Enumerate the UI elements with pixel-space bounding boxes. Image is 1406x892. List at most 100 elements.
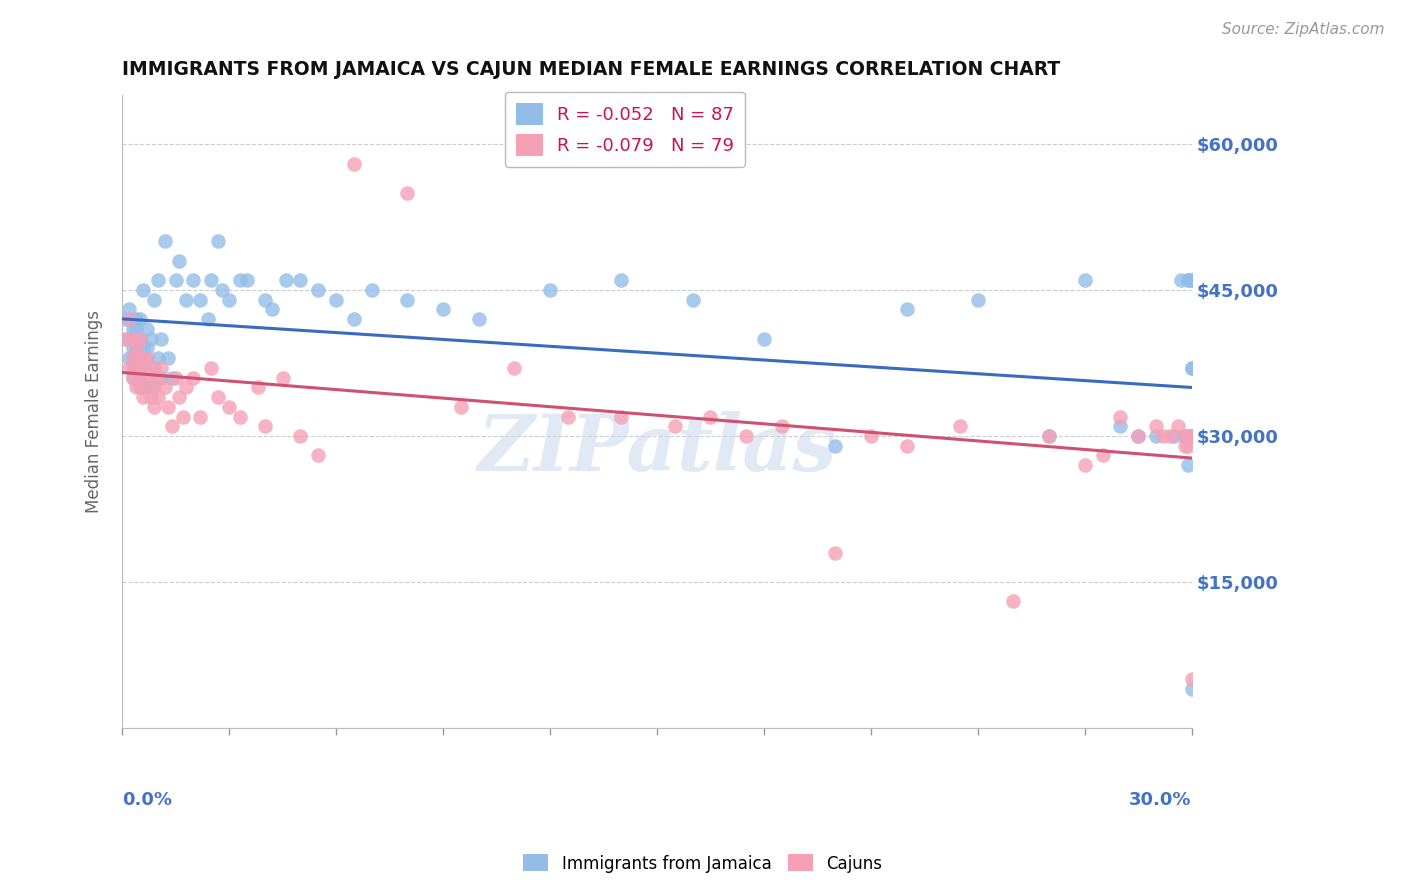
Point bbox=[1181, 429, 1204, 443]
Point bbox=[128, 332, 150, 346]
Point bbox=[128, 380, 150, 394]
Point bbox=[228, 273, 250, 287]
Point bbox=[1170, 273, 1192, 287]
Point bbox=[150, 360, 173, 375]
Point bbox=[260, 302, 283, 317]
Point bbox=[125, 312, 148, 326]
Point bbox=[1128, 429, 1150, 443]
Point bbox=[966, 293, 988, 307]
Point bbox=[160, 370, 183, 384]
Point bbox=[770, 419, 793, 434]
Point bbox=[1174, 429, 1197, 443]
Point bbox=[153, 235, 176, 249]
Point bbox=[1177, 273, 1199, 287]
Point bbox=[228, 409, 250, 424]
Point bbox=[143, 400, 166, 414]
Point bbox=[146, 390, 169, 404]
Point bbox=[1181, 429, 1204, 443]
Point bbox=[360, 283, 382, 297]
Point bbox=[307, 449, 329, 463]
Point bbox=[1177, 429, 1199, 443]
Y-axis label: Median Female Earnings: Median Female Earnings bbox=[86, 310, 103, 513]
Point bbox=[1109, 419, 1132, 434]
Point bbox=[396, 186, 419, 200]
Text: IMMIGRANTS FROM JAMAICA VS CAJUN MEDIAN FEMALE EARNINGS CORRELATION CHART: IMMIGRANTS FROM JAMAICA VS CAJUN MEDIAN … bbox=[122, 60, 1060, 78]
Point bbox=[1181, 681, 1204, 696]
Point bbox=[246, 380, 269, 394]
Point bbox=[467, 312, 489, 326]
Point bbox=[165, 370, 187, 384]
Point bbox=[610, 409, 633, 424]
Point bbox=[121, 360, 143, 375]
Point bbox=[1144, 429, 1167, 443]
Point bbox=[1074, 273, 1097, 287]
Point bbox=[343, 156, 366, 170]
Point bbox=[432, 302, 454, 317]
Point bbox=[128, 312, 150, 326]
Point bbox=[165, 273, 187, 287]
Point bbox=[118, 302, 141, 317]
Point bbox=[190, 409, 212, 424]
Point bbox=[121, 322, 143, 336]
Point bbox=[132, 390, 155, 404]
Text: ZIPatlas: ZIPatlas bbox=[477, 411, 837, 488]
Text: 0.0%: 0.0% bbox=[122, 791, 172, 809]
Point bbox=[139, 380, 162, 394]
Point bbox=[121, 332, 143, 346]
Point bbox=[121, 370, 143, 384]
Point bbox=[136, 370, 159, 384]
Point bbox=[132, 360, 155, 375]
Point bbox=[146, 370, 169, 384]
Point bbox=[253, 293, 276, 307]
Point bbox=[1181, 273, 1204, 287]
Point bbox=[896, 302, 918, 317]
Point bbox=[538, 283, 561, 297]
Point bbox=[1174, 429, 1197, 443]
Point bbox=[1038, 429, 1060, 443]
Point bbox=[896, 439, 918, 453]
Point bbox=[207, 235, 229, 249]
Point bbox=[183, 370, 205, 384]
Point bbox=[132, 283, 155, 297]
Point bbox=[128, 370, 150, 384]
Point bbox=[1109, 409, 1132, 424]
Point bbox=[236, 273, 259, 287]
Point bbox=[1181, 429, 1204, 443]
Point bbox=[174, 380, 197, 394]
Point bbox=[125, 342, 148, 356]
Point bbox=[125, 342, 148, 356]
Point bbox=[114, 332, 136, 346]
Point bbox=[143, 360, 166, 375]
Point bbox=[450, 400, 472, 414]
Point bbox=[557, 409, 579, 424]
Point bbox=[699, 409, 721, 424]
Point bbox=[143, 293, 166, 307]
Point bbox=[132, 380, 155, 394]
Point bbox=[125, 360, 148, 375]
Point bbox=[118, 312, 141, 326]
Point bbox=[1163, 429, 1185, 443]
Point bbox=[1181, 429, 1204, 443]
Point bbox=[132, 342, 155, 356]
Point bbox=[190, 293, 212, 307]
Point bbox=[132, 360, 155, 375]
Point bbox=[143, 380, 166, 394]
Point bbox=[160, 419, 183, 434]
Point bbox=[1074, 458, 1097, 472]
Point bbox=[1128, 429, 1150, 443]
Point bbox=[610, 273, 633, 287]
Point bbox=[1181, 273, 1204, 287]
Point bbox=[139, 390, 162, 404]
Legend: R = -0.052   N = 87, R = -0.079   N = 79: R = -0.052 N = 87, R = -0.079 N = 79 bbox=[505, 92, 745, 167]
Point bbox=[290, 273, 312, 287]
Point bbox=[136, 322, 159, 336]
Point bbox=[735, 429, 758, 443]
Point bbox=[1174, 439, 1197, 453]
Point bbox=[1038, 429, 1060, 443]
Point bbox=[218, 293, 240, 307]
Point bbox=[1181, 429, 1204, 443]
Point bbox=[1181, 672, 1204, 686]
Point bbox=[290, 429, 312, 443]
Point bbox=[1181, 429, 1204, 443]
Point bbox=[1181, 429, 1204, 443]
